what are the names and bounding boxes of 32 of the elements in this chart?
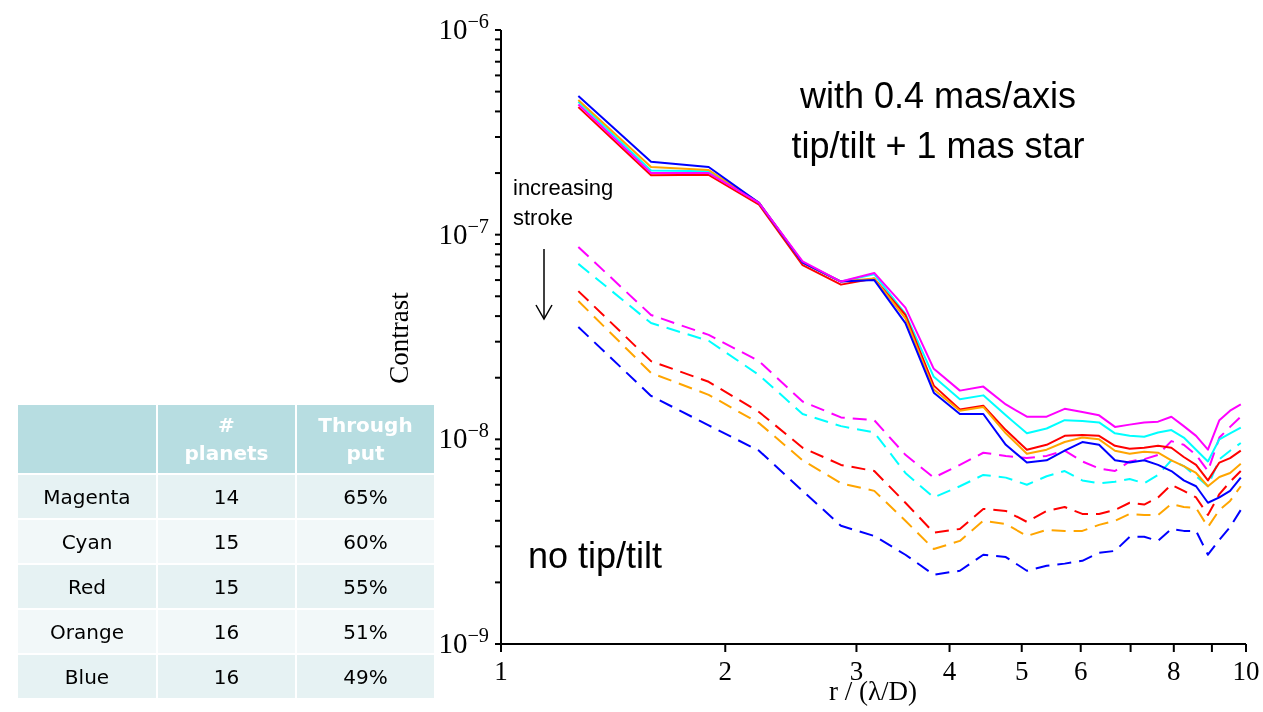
data-label: 16 (158, 610, 295, 653)
data-label: 14 (158, 475, 295, 518)
data-label: 55% (297, 565, 434, 608)
data-label: 15 (158, 565, 295, 608)
x-tick-label: 1 (494, 656, 508, 686)
text: Cyan (18, 520, 156, 563)
data-label: 65% (297, 475, 434, 518)
x-tick-label: 8 (1167, 656, 1181, 686)
data-label: 60% (297, 520, 434, 563)
series-label: Magenta (18, 475, 156, 518)
y-tick-label: 10$^{−8}$ (438, 419, 489, 455)
category-label: Through put (297, 405, 434, 473)
series-label: Orange (18, 610, 156, 653)
x-tick-label: 6 (1073, 656, 1088, 686)
x-tick-label: 4 (942, 656, 957, 686)
x-tick-label: 10 (1232, 656, 1260, 686)
data-label: 16 (158, 655, 295, 698)
category-label: # planets (158, 405, 295, 473)
y-tick-label: 10$^{−9}$ (438, 624, 489, 659)
annotation: no tip/tilt (528, 535, 663, 576)
y-axis-title: Contrast (384, 291, 414, 384)
y-tick-label: 10$^{−7}$ (438, 214, 489, 250)
y-tick-label: 10$^{−6}$ (438, 10, 489, 45)
data-label: 49% (297, 655, 434, 698)
data-label: 15 (158, 520, 295, 563)
text: Red (18, 565, 156, 608)
annotation: increasing stroke (513, 175, 614, 230)
x-tick-label: 5 (1014, 656, 1029, 686)
x-tick-label: 2 (718, 656, 733, 686)
data-label: 51% (297, 610, 434, 653)
annotation: with 0.4 mas/axis tip/tilt + 1 mas star (791, 75, 1085, 167)
text: Blue (18, 655, 156, 698)
